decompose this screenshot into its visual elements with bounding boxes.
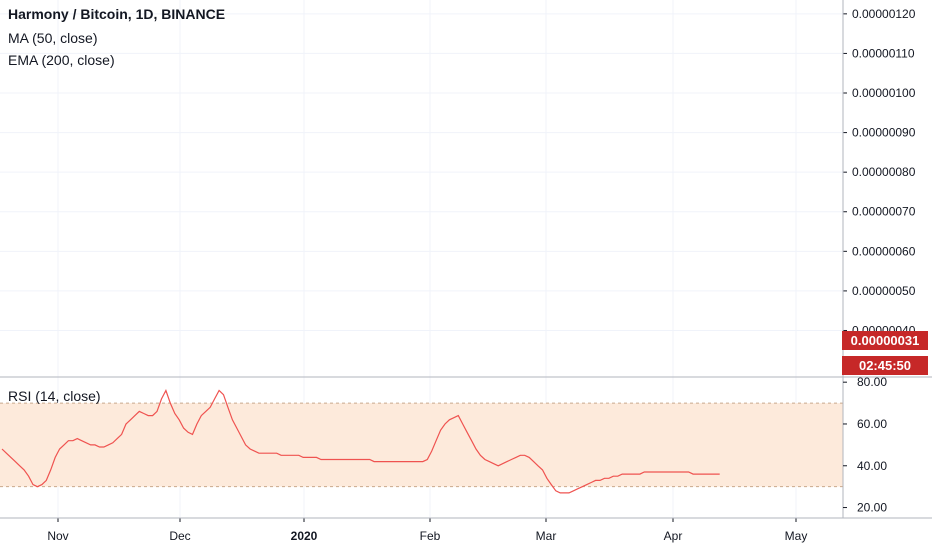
rsi-tick-label: 20.00 [857,501,887,515]
price-tick-label: 0.00000050 [852,284,916,298]
time-tick-label: Feb [420,529,441,543]
time-tick-label: Apr [664,529,683,543]
rsi-tick-label: 40.00 [857,459,887,473]
rsi-line [1,388,720,494]
chart-title: Harmony / Bitcoin, 1D, BINANCE [8,6,226,22]
rsi-tick-label: 80.00 [857,375,887,389]
rsi-series-line [1,388,720,494]
time-tick-label: Nov [47,529,68,543]
price-tick-label: 0.00000100 [852,86,916,100]
price-tick-label: 0.00000060 [852,244,916,258]
countdown-badge: 02:45:50 [842,356,928,375]
rsi-grid [0,402,843,488]
rsi-legend: RSI (14, close) [8,388,101,404]
price-tick-label: 0.00000120 [852,7,916,21]
rsi-tick-label: 60.00 [857,417,887,431]
time-tick-label: Mar [536,529,557,543]
price-tick-label: 0.00000070 [852,205,916,219]
rsi-band [0,403,843,487]
rsi-pane[interactable] [0,388,843,494]
time-tick-label: 2020 [291,529,318,543]
time-tick-label: May [785,529,808,543]
ema-legend: EMA (200, close) [8,52,115,68]
time-tick-label: Dec [169,529,190,543]
price-tick-label: 0.00000080 [852,165,916,179]
last-price-badge: 0.00000031 [842,331,928,350]
price-tick-label: 0.00000110 [852,46,915,60]
ma-legend: MA (50, close) [8,30,98,46]
price-tick-label: 0.00000090 [852,126,916,140]
